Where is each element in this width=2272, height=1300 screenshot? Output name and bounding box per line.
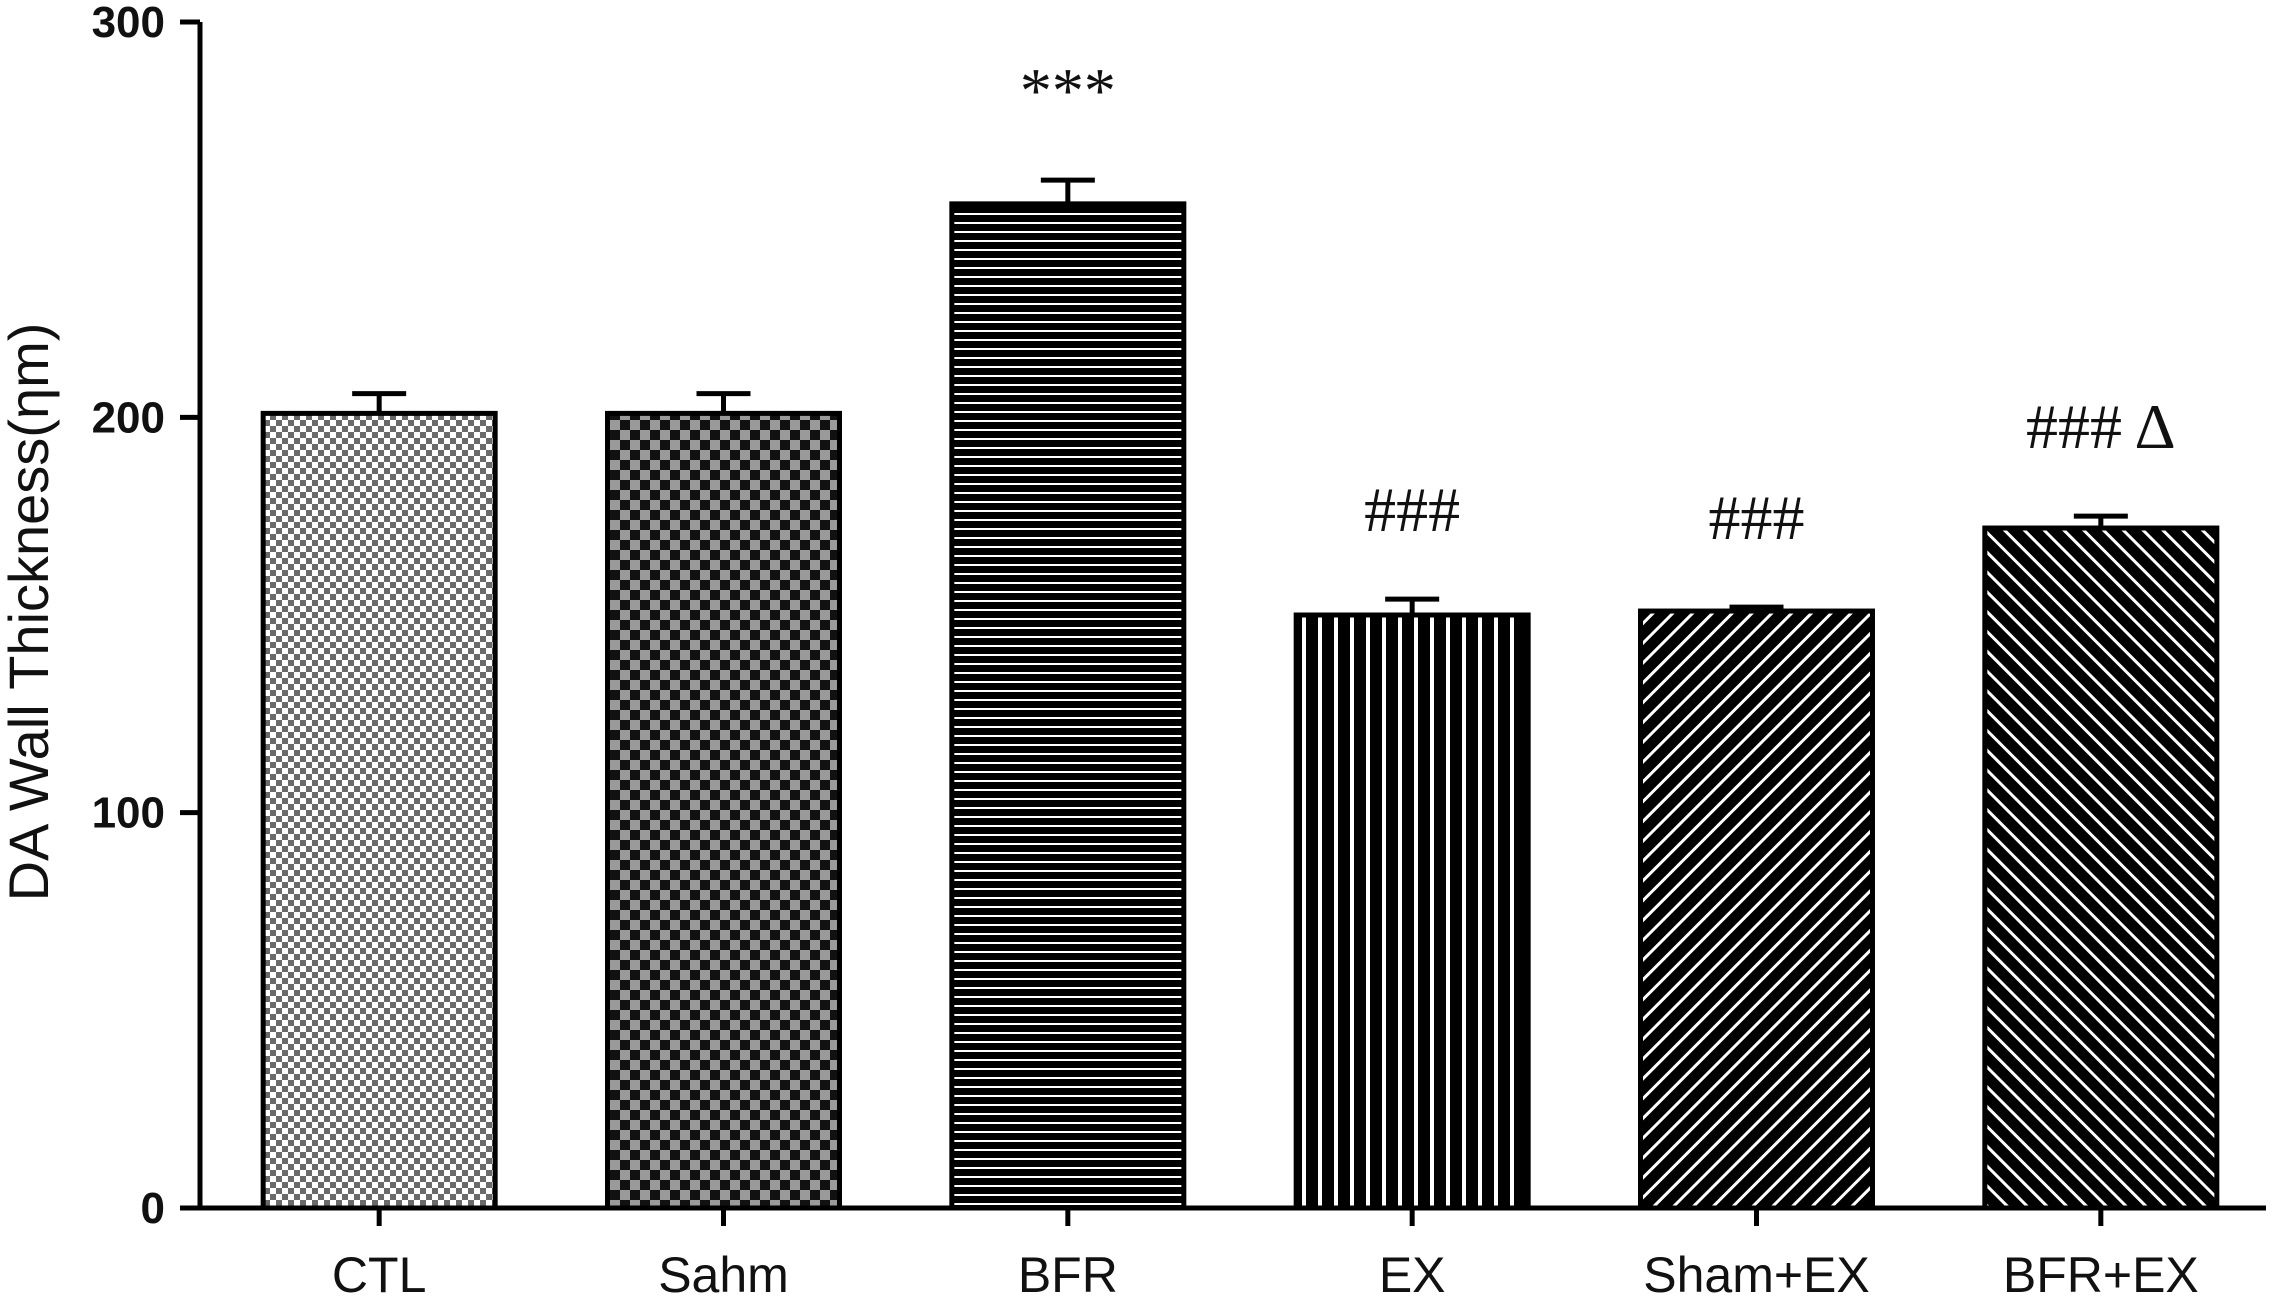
y-tick-label: 200 bbox=[92, 393, 165, 442]
bar-ex bbox=[1293, 612, 1531, 1211]
x-tick-label: Sham+EX bbox=[1643, 1247, 1870, 1300]
x-tick-label: Sahm bbox=[658, 1247, 789, 1300]
x-tick-label: BFR bbox=[1018, 1247, 1118, 1300]
error-bars-group bbox=[352, 177, 2128, 615]
significance-annotation: *** bbox=[1020, 55, 1116, 126]
bar-bfr-ex bbox=[1982, 525, 2220, 1211]
x-tick-label: CTL bbox=[332, 1247, 426, 1300]
bar-ctl bbox=[260, 410, 498, 1211]
x-tick-label: EX bbox=[1379, 1247, 1446, 1300]
y-tick-label: 0 bbox=[141, 1184, 165, 1233]
y-tick-label: 300 bbox=[92, 0, 165, 47]
annotations-group: *** ### ### ### Δ bbox=[1020, 55, 2176, 553]
bar-sahm bbox=[605, 410, 842, 1211]
significance-annotation: ### bbox=[1364, 474, 1460, 545]
bar-sham-ex bbox=[1638, 608, 1875, 1211]
significance-annotation: ### Δ bbox=[2026, 391, 2176, 462]
y-axis-ticks: 0 100 200 300 bbox=[92, 0, 200, 1233]
bar-bfr bbox=[949, 201, 1187, 1211]
y-tick-label: 100 bbox=[92, 789, 165, 838]
y-axis-label: DA Wall Thickness(ηm) bbox=[0, 323, 60, 902]
x-axis-ticks: CTL Sahm BFR EX Sham+EX BFR+EX bbox=[332, 1208, 2199, 1300]
bars-group bbox=[260, 201, 2220, 1211]
x-tick-label: BFR+EX bbox=[2003, 1247, 2199, 1300]
significance-annotation: ### bbox=[1709, 482, 1805, 553]
